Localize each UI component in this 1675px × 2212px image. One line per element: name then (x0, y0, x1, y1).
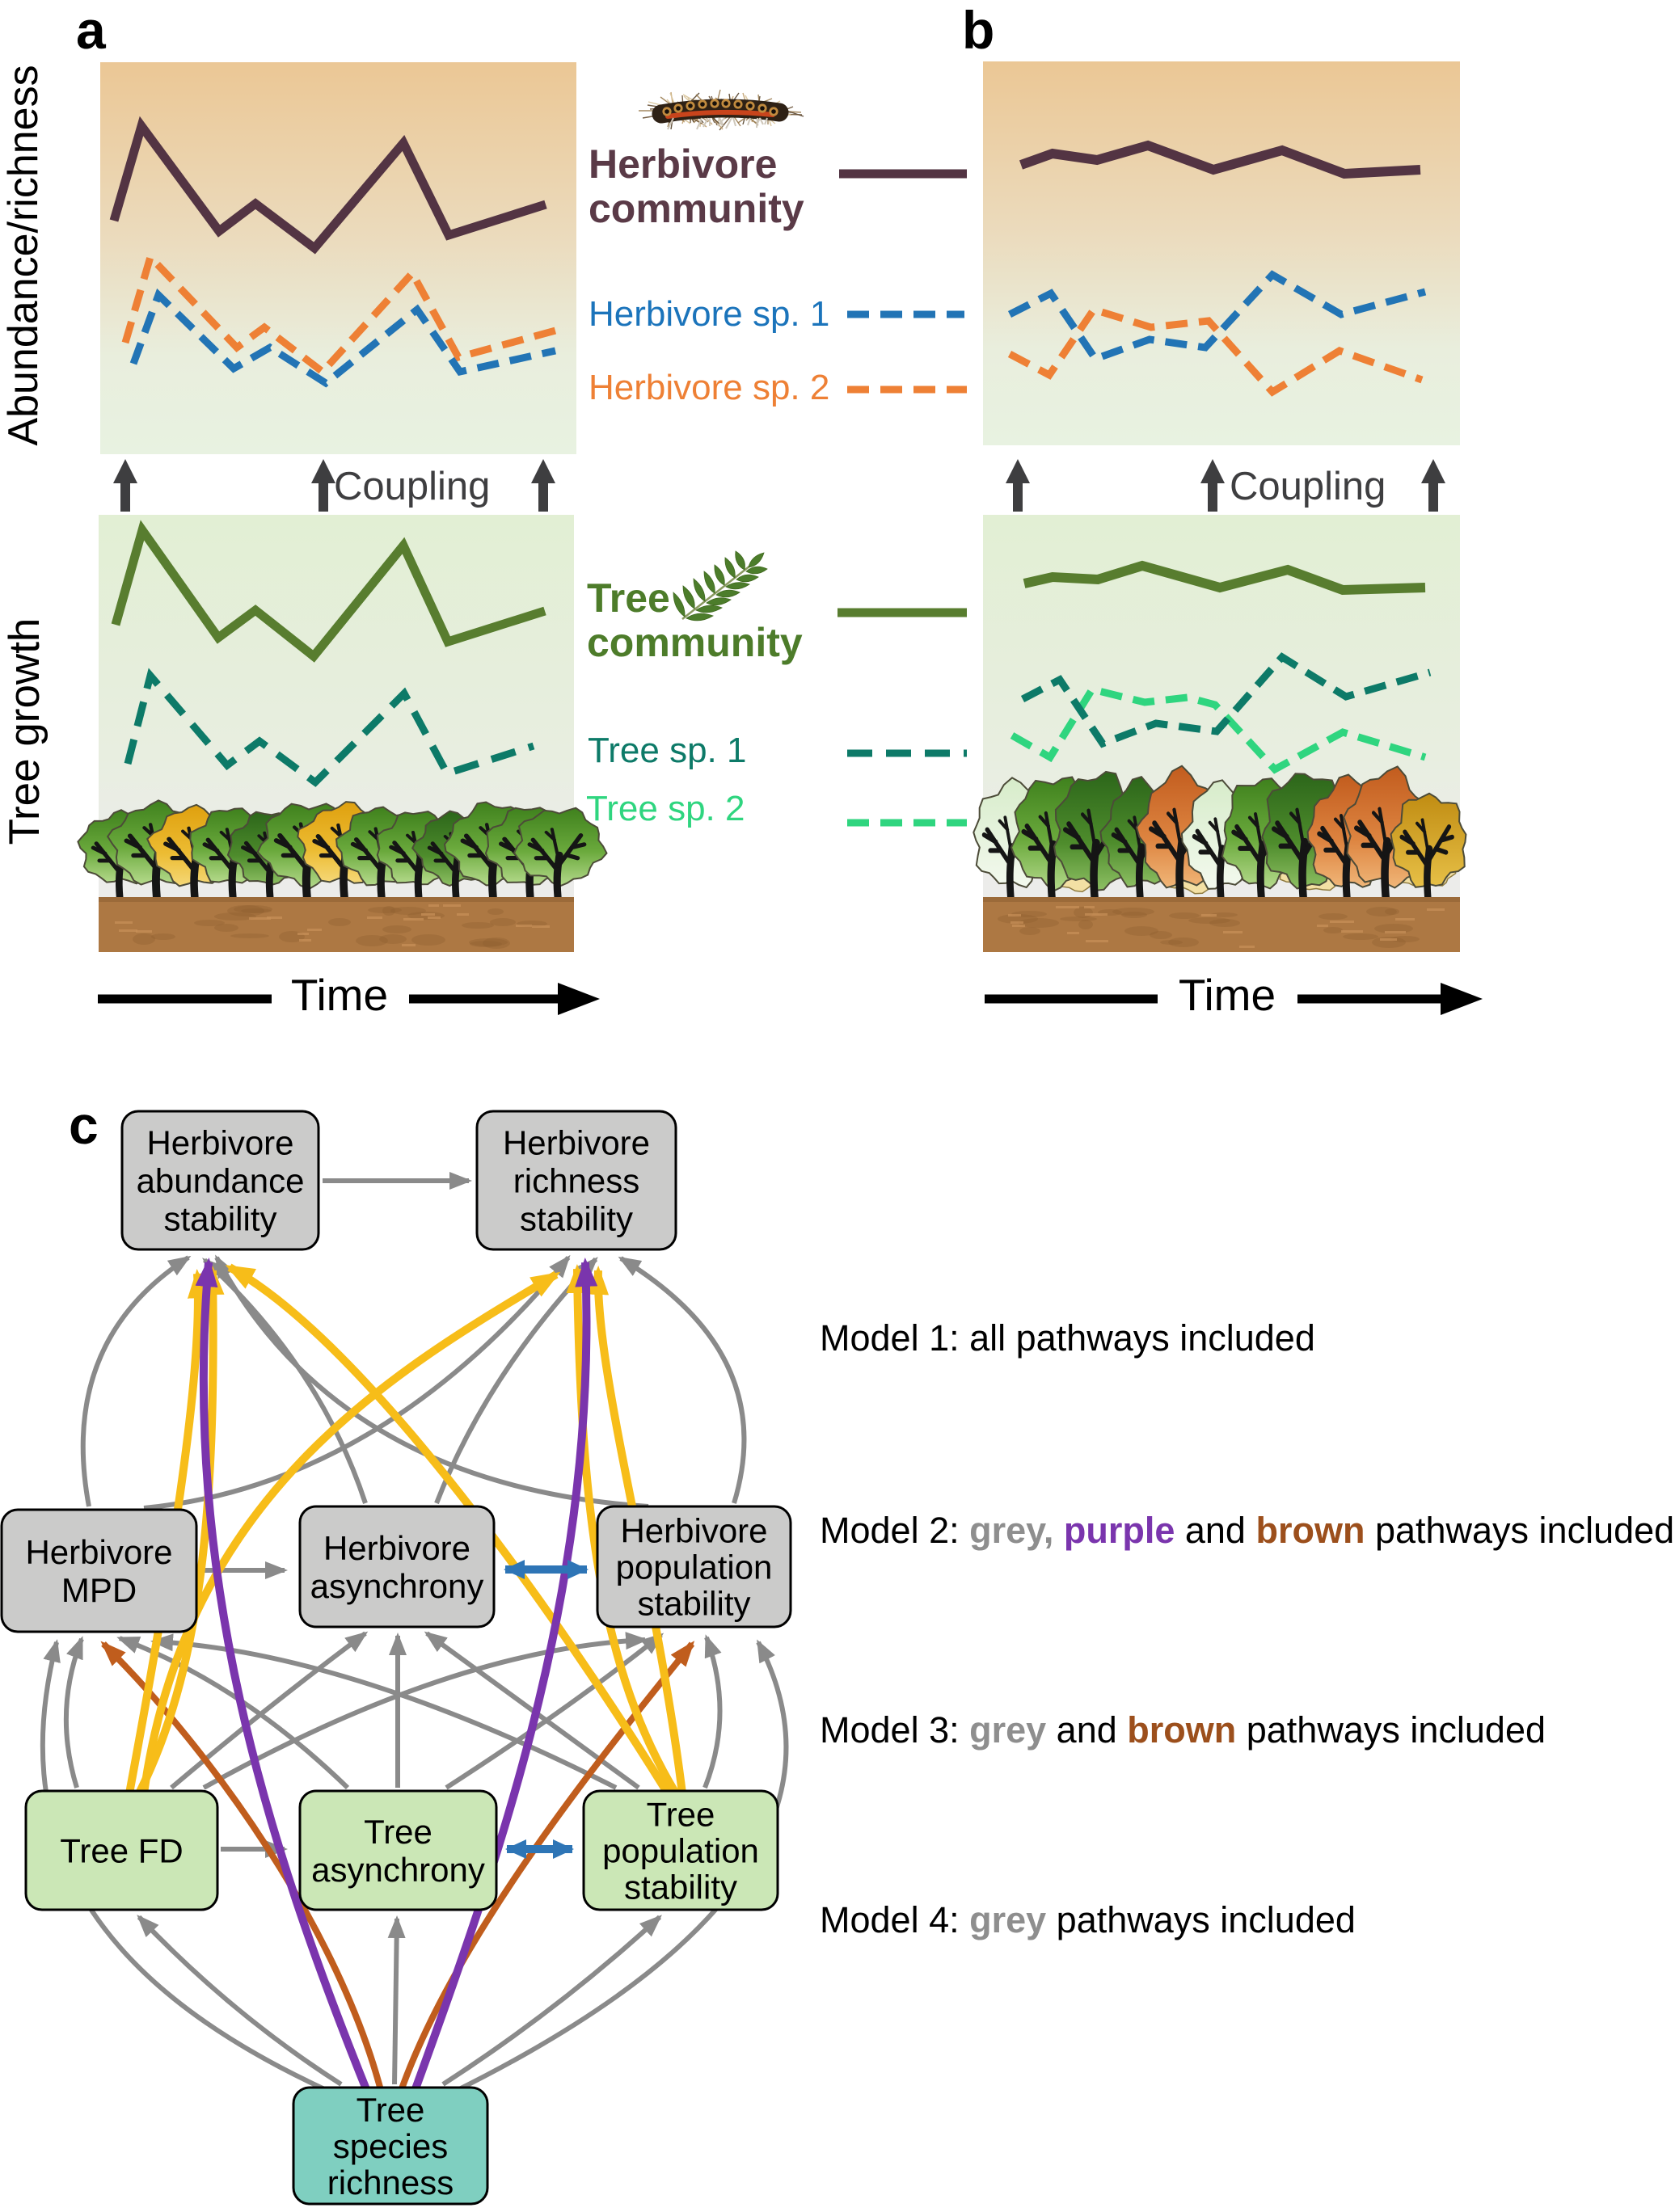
svg-text:Time: Time (291, 970, 388, 1020)
svg-text:Herbivore sp. 1: Herbivore sp. 1 (589, 294, 829, 334)
svg-text:MPD: MPD (61, 1571, 137, 1609)
svg-text:richness: richness (513, 1162, 639, 1200)
svg-text:species: species (333, 2127, 448, 2165)
svg-text:stability: stability (624, 1869, 737, 1907)
svg-text:Tree: Tree (357, 2091, 425, 2129)
svg-text:Herbivore: Herbivore (323, 1529, 470, 1567)
svg-text:Herbivore: Herbivore (25, 1533, 172, 1571)
svg-text:stability: stability (637, 1585, 750, 1623)
svg-text:community: community (587, 620, 803, 665)
svg-text:Herbivore: Herbivore (620, 1512, 767, 1550)
svg-text:Abundance/richness: Abundance/richness (0, 65, 47, 445)
svg-text:Herbivore: Herbivore (589, 141, 777, 187)
svg-text:community: community (589, 186, 804, 231)
svg-text:Tree: Tree (587, 575, 670, 621)
svg-text:Model 4: grey pathways include: Model 4: grey pathways included (820, 1899, 1356, 1940)
svg-text:a: a (76, 0, 107, 60)
svg-text:abundance: abundance (137, 1162, 305, 1200)
svg-text:population: population (602, 1832, 759, 1870)
svg-text:stability: stability (520, 1200, 633, 1238)
svg-text:b: b (962, 0, 994, 60)
svg-text:Model 2: grey, purple and brow: Model 2: grey, purple and brown pathways… (820, 1510, 1674, 1551)
svg-text:Tree: Tree (364, 1813, 432, 1851)
svg-text:richness: richness (327, 2164, 454, 2201)
svg-text:asynchrony: asynchrony (311, 1851, 485, 1889)
svg-text:c: c (69, 1095, 99, 1155)
svg-text:Tree sp. 1: Tree sp. 1 (588, 731, 746, 770)
svg-text:Tree growth: Tree growth (1, 618, 49, 845)
svg-text:Tree FD: Tree FD (60, 1832, 183, 1870)
svg-text:stability: stability (163, 1200, 276, 1238)
svg-text:Time: Time (1179, 970, 1276, 1020)
svg-text:Herbivore sp. 2: Herbivore sp. 2 (589, 368, 829, 407)
svg-text:Herbivore: Herbivore (146, 1124, 293, 1162)
svg-text:Herbivore: Herbivore (503, 1124, 650, 1162)
svg-text:Coupling: Coupling (1230, 465, 1386, 508)
svg-text:Coupling: Coupling (334, 465, 490, 508)
svg-text:population: population (616, 1548, 773, 1586)
svg-text:Tree sp. 2: Tree sp. 2 (586, 789, 745, 828)
svg-text:Tree: Tree (647, 1796, 715, 1834)
svg-text:Model 3: grey and brown pathwa: Model 3: grey and brown pathways include… (820, 1709, 1546, 1751)
svg-text:Model 1: all pathways included: Model 1: all pathways included (820, 1317, 1315, 1359)
svg-text:asynchrony: asynchrony (310, 1567, 484, 1605)
